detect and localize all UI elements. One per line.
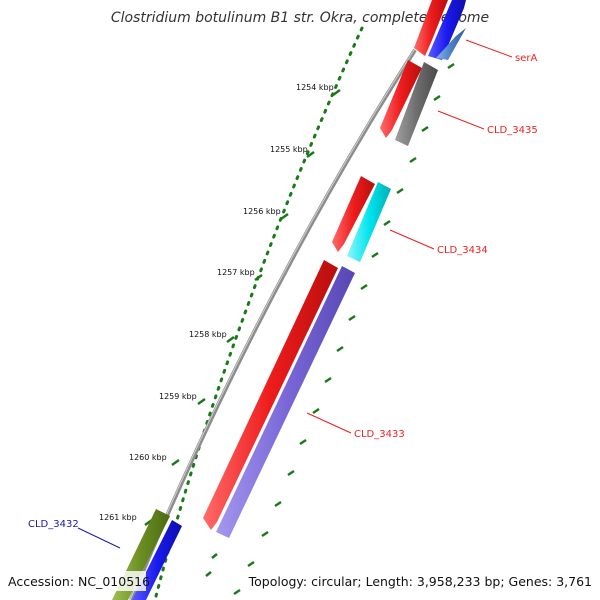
gene-label-serA[interactable]: serA (515, 53, 537, 64)
tick-mark (171, 458, 180, 467)
tick-mark (280, 212, 289, 221)
tick-label: 1259 kbp (159, 392, 197, 401)
feature-CLD_3434-forward[interactable] (332, 176, 375, 252)
feature-CLD_3435-reverse[interactable] (395, 62, 438, 146)
accession-text: Accession: NC_010516 (8, 574, 150, 589)
tick-mark (226, 335, 235, 344)
inner-ticks (205, 553, 218, 577)
genome-backbone (129, 48, 417, 600)
callout-line-CLD_3432 (77, 527, 121, 549)
gene-label-CLD_3434[interactable]: CLD_3434 (437, 245, 488, 256)
gene-label-CLD_3435[interactable]: CLD_3435 (487, 125, 538, 136)
tick-mark (197, 397, 206, 406)
tick-label: 1257 kbp (217, 268, 255, 277)
tick-label: 1261 kbp (99, 513, 137, 522)
tick-label: 1254 kbp (296, 83, 334, 92)
feature-serA-forward[interactable] (414, 0, 448, 56)
feature-CLD_3435-forward[interactable] (380, 60, 422, 138)
tick-mark (332, 88, 341, 97)
gene-label-CLD_3433[interactable]: CLD_3433 (354, 429, 405, 440)
tick-label: 1260 kbp (129, 453, 167, 462)
genome-backbone-highlight (129, 49, 415, 600)
tick-mark (306, 150, 315, 159)
feature-serA-reverse[interactable] (428, 0, 466, 60)
feature-CLD_3433-reverse[interactable] (216, 266, 355, 538)
feature-CLD_3433-forward[interactable] (203, 260, 338, 530)
tick-label: 1258 kbp (189, 330, 227, 339)
callout-line-CLD_3433 (306, 412, 352, 434)
scale-ticks: 1254 kbp 1255 kbp 1256 kbp 1257 kbp 1258… (99, 83, 341, 527)
tick-label: 1256 kbp (243, 207, 281, 216)
gene-label-CLD_3432[interactable]: CLD_3432 (28, 519, 79, 530)
accession-bg (4, 571, 146, 591)
callout-line-CLD_3434 (389, 229, 435, 250)
tick-mark (254, 273, 263, 282)
feature-CLD_3434-reverse[interactable] (347, 182, 391, 262)
callout-line-CLD_3435 (437, 110, 485, 130)
outer-ticks (233, 62, 455, 596)
genome-summary-text: Topology: circular; Length: 3,958,233 bp… (248, 574, 592, 589)
callout-line-serA (465, 39, 513, 58)
tick-label: 1255 kbp (270, 145, 308, 154)
summary-bg (256, 571, 596, 591)
map-title: Clostridium botulinum B1 str. Okra, comp… (111, 10, 489, 26)
